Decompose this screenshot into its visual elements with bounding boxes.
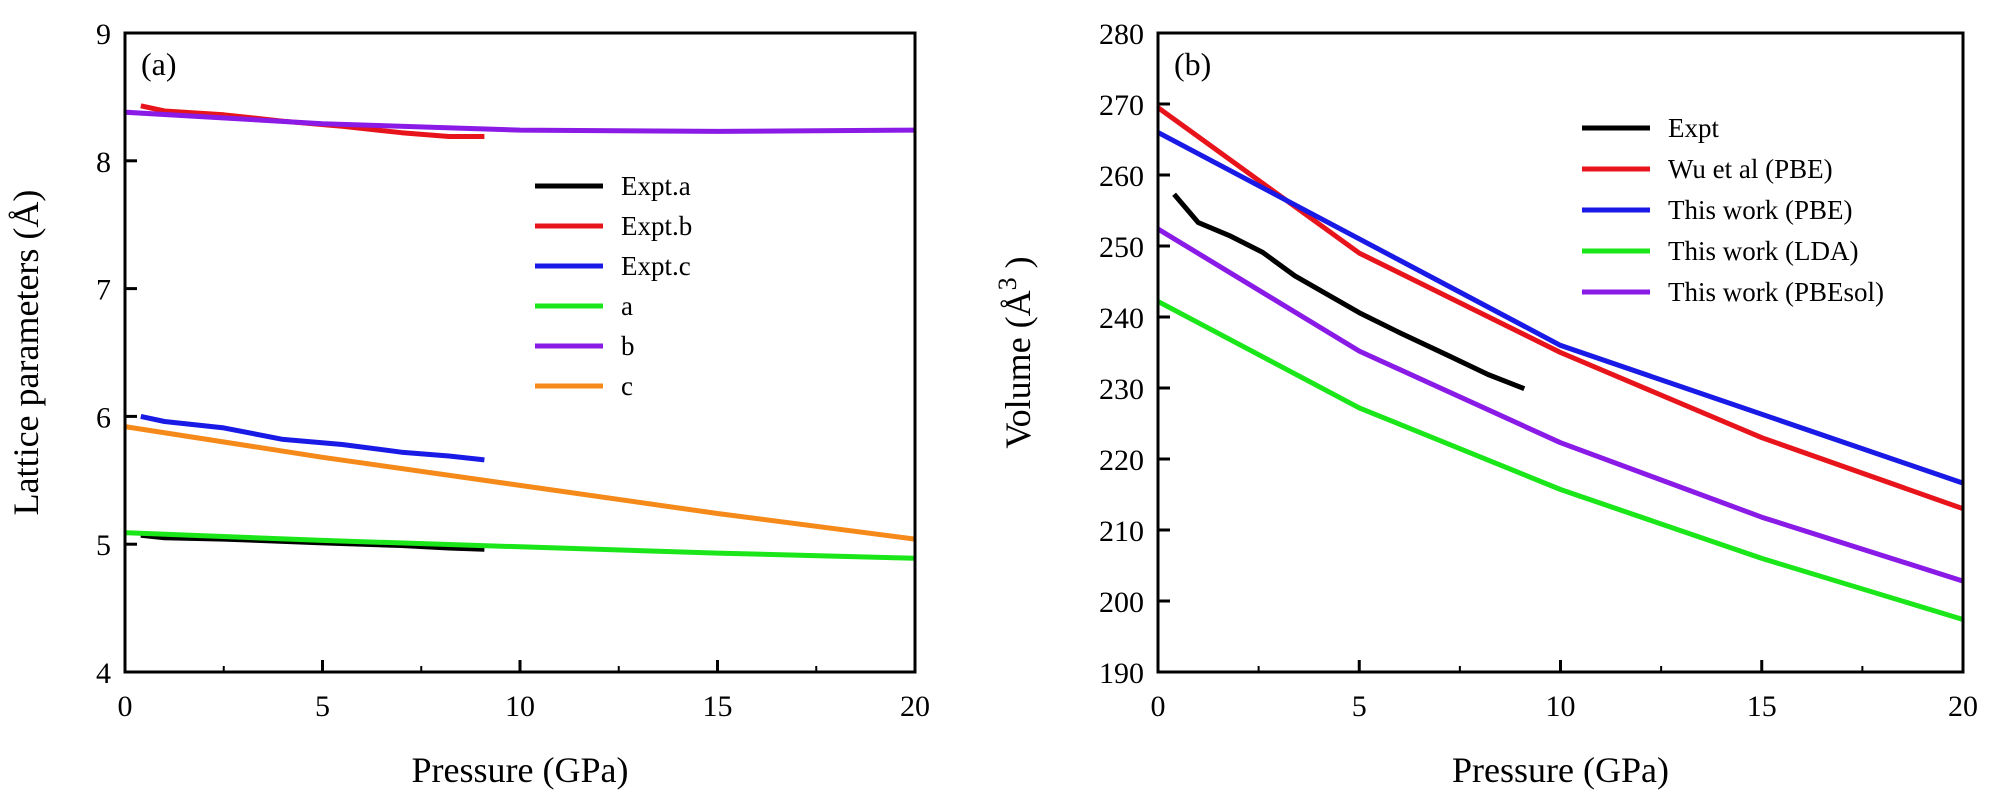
x-tick-label: 10 bbox=[1546, 690, 1576, 723]
legend-entry: b bbox=[621, 331, 635, 361]
series-line-c bbox=[124, 424, 916, 542]
x-tick-label: 10 bbox=[505, 690, 535, 723]
x-axis-label: Pressure (GPa) bbox=[1452, 750, 1669, 790]
series-line-b bbox=[124, 109, 916, 134]
legend-entry: This work (LDA) bbox=[1668, 236, 1858, 266]
legend: Expt Wu et al (PBE) This work (PBE) This wo… bbox=[1582, 113, 1884, 307]
legend-entry: Wu et al (PBE) bbox=[1668, 154, 1833, 184]
legend-entry: Expt bbox=[1668, 113, 1719, 143]
y-tick-label: 190 bbox=[1099, 657, 1144, 690]
y-tick-label: 4 bbox=[96, 657, 111, 690]
y-tick-label: 260 bbox=[1099, 160, 1144, 193]
x-tick-label: 0 bbox=[118, 690, 133, 723]
y-tick-label: 6 bbox=[96, 401, 111, 434]
panel-label: (b) bbox=[1174, 46, 1211, 82]
y-tick-label: 8 bbox=[96, 146, 111, 179]
y-tick-label: 250 bbox=[1099, 231, 1144, 264]
y-tick-label: 210 bbox=[1099, 515, 1144, 548]
legend-entry: Expt.c bbox=[621, 251, 691, 281]
legend-entry: Expt.b bbox=[621, 211, 692, 241]
x-tick-label: 5 bbox=[315, 690, 330, 723]
x-tick-label: 20 bbox=[900, 690, 930, 723]
legend: Expt.a Expt.b Expt.c abc bbox=[535, 171, 692, 401]
series-line-this-work-pbe- bbox=[1156, 130, 1964, 486]
y-tick-label: 280 bbox=[1099, 18, 1144, 51]
series-line-wu-et-al-pbe- bbox=[1156, 105, 1964, 512]
legend-entry: Expt.a bbox=[621, 171, 691, 201]
chart-panel-2: 0 5 10 15 20 190 200 210 220 230 240 250 260 270 280 Pr… bbox=[993, 18, 1978, 790]
y-tick-label: 5 bbox=[96, 529, 111, 562]
series-line-a bbox=[124, 530, 916, 561]
series-line-this-work-lda- bbox=[1156, 299, 1964, 622]
y-axis-label: Volume (Å3 ) bbox=[993, 256, 1038, 448]
series-line-expt bbox=[1172, 192, 1526, 392]
y-tick-label: 270 bbox=[1099, 89, 1144, 122]
legend-entry: a bbox=[621, 291, 633, 321]
x-tick-label: 0 bbox=[1151, 690, 1166, 723]
y-tick-label: 7 bbox=[96, 274, 111, 307]
legend-entry: This work (PBE) bbox=[1668, 195, 1853, 225]
x-axis-label: Pressure (GPa) bbox=[412, 750, 629, 790]
y-axis-label: Lattice parameters (Å) bbox=[6, 190, 46, 516]
x-tick-label: 15 bbox=[703, 690, 733, 723]
y-tick-label: 9 bbox=[96, 18, 111, 51]
x-tick-label: 5 bbox=[1352, 690, 1367, 723]
series-line-this-work-pbesol- bbox=[1156, 226, 1964, 584]
y-tick-label: 240 bbox=[1099, 302, 1144, 335]
y-tick-label: 200 bbox=[1099, 586, 1144, 619]
chart-panel-1: 0 5 10 15 20 4 5 6 7 8 9 Pressure (GPa) Lattice para… bbox=[6, 18, 930, 790]
legend-entry: c bbox=[621, 371, 633, 401]
y-tick-label: 230 bbox=[1099, 373, 1144, 406]
legend-entry: This work (PBEsol) bbox=[1668, 277, 1884, 307]
x-tick-label: 20 bbox=[1948, 690, 1978, 723]
x-tick-label: 15 bbox=[1747, 690, 1777, 723]
y-tick-label: 220 bbox=[1099, 444, 1144, 477]
panel-label: (a) bbox=[141, 46, 177, 82]
series-line-expt-c bbox=[140, 413, 485, 463]
